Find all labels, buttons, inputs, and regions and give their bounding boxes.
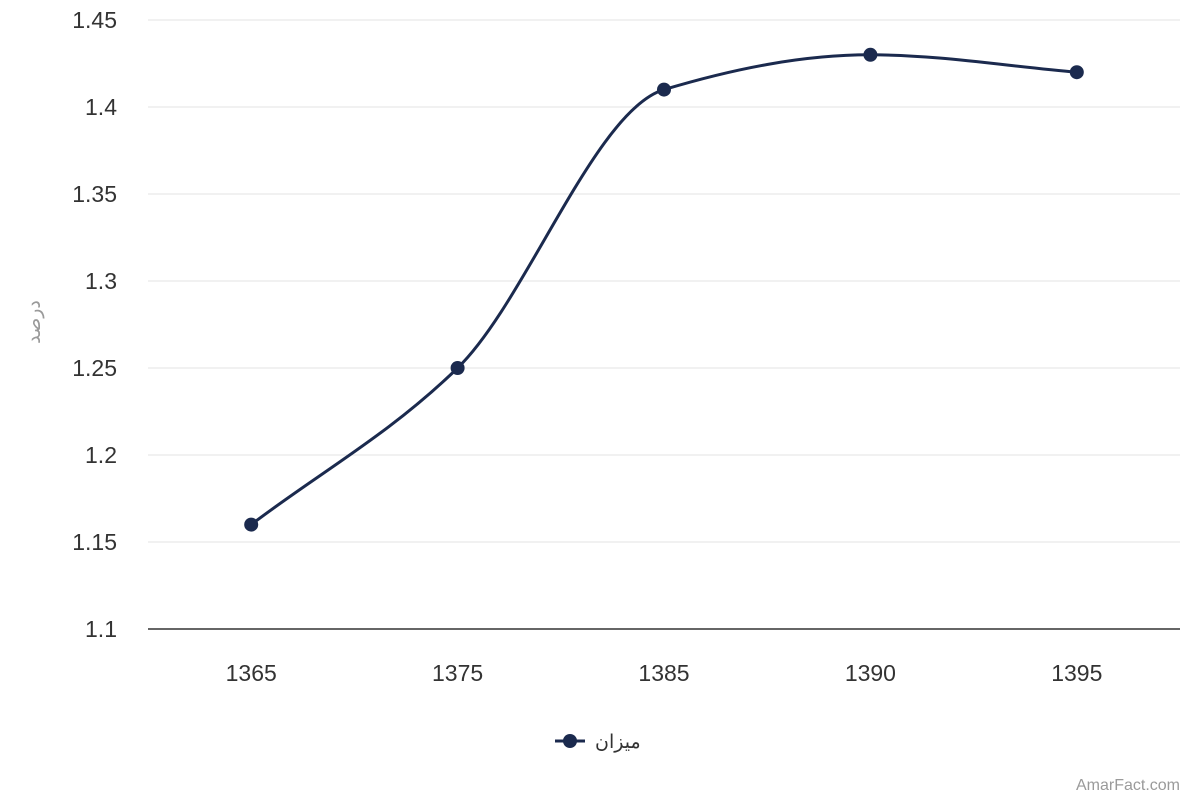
- y-tick-label: 1.4: [85, 94, 117, 120]
- legend-item-label: میزان: [595, 731, 641, 753]
- y-tick-label: 1.3: [85, 268, 117, 294]
- x-tick-label: 1390: [845, 660, 896, 686]
- legend-dot-marker: [563, 734, 577, 748]
- legend[interactable]: میزان: [555, 731, 641, 753]
- series-line: [249, 53, 1079, 527]
- data-point[interactable]: [1069, 65, 1084, 80]
- series-layer: [244, 47, 1084, 532]
- y-tick-label: 1.35: [72, 181, 117, 207]
- y-axis-ticks: 1.1 1.15 1.2 1.25 1.3 1.35 1.4 1.45: [72, 7, 117, 642]
- x-tick-label: 1375: [432, 660, 483, 686]
- y-tick-label: 1.45: [72, 7, 117, 33]
- y-axis-title: درصد: [23, 300, 45, 344]
- data-point[interactable]: [450, 361, 465, 375]
- x-tick-label: 1385: [638, 660, 689, 686]
- credit-text[interactable]: AmarFact.com: [1076, 777, 1180, 794]
- y-tick-label: 1.15: [72, 529, 117, 555]
- data-point[interactable]: [244, 517, 259, 532]
- gridlines: [148, 19, 1180, 543]
- y-tick-label: 1.25: [72, 355, 117, 381]
- y-tick-label: 1.1: [85, 616, 117, 642]
- data-point[interactable]: [657, 82, 671, 97]
- x-tick-label: 1365: [226, 660, 277, 686]
- data-point[interactable]: [863, 47, 878, 62]
- x-axis-ticks: 1365 1375 1385 1390 1395: [226, 660, 1103, 686]
- y-tick-label: 1.2: [85, 442, 117, 468]
- x-tick-label: 1395: [1051, 660, 1102, 686]
